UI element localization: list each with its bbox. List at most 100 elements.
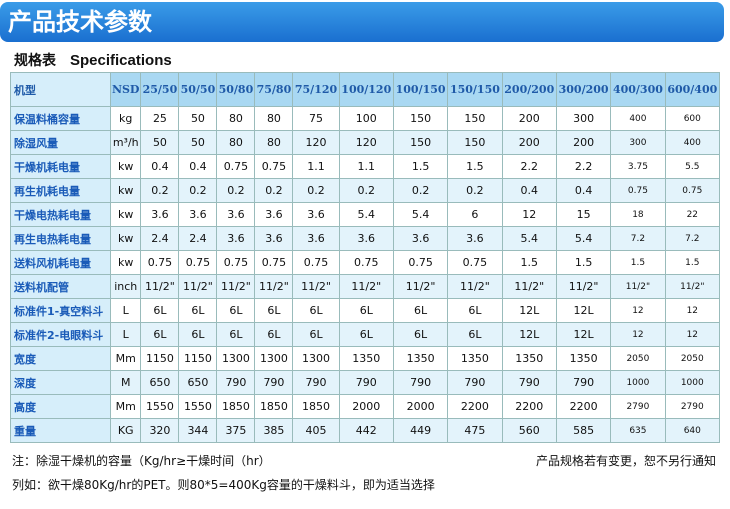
cell: 5.4 (555, 226, 612, 251)
cell: kw (109, 250, 142, 275)
cell: 6L (292, 298, 340, 323)
header-row: 机型 NSD 25/50 50/50 50/80 75/80 75/120 100/120 10… (10, 72, 721, 107)
cell: 6L (254, 322, 294, 347)
cell: 11/2" (292, 274, 340, 299)
cell: 6L (178, 322, 218, 347)
cell: 300 (610, 130, 666, 155)
row: 除湿风量 m³/h 50 50 80 80 120 120 150 150 200 200 300 400 (10, 130, 721, 155)
cell: 1.5 (447, 154, 503, 179)
cell: 11/2" (392, 274, 449, 299)
cell: 11/2" (178, 274, 218, 299)
header-cell: 400/300 (610, 72, 666, 107)
cell: 650 (178, 370, 218, 395)
cell: 3.6 (338, 226, 394, 251)
row-label: 深度 (10, 370, 111, 395)
cell: inch (109, 274, 142, 299)
cell: 585 (555, 418, 612, 443)
cell: 385 (254, 418, 294, 443)
cell: 0.2 (178, 178, 218, 203)
subtitle-en: Specifications (70, 52, 172, 69)
subtitle: 规格表 Specifications (14, 50, 172, 70)
cell: Mm (109, 346, 142, 371)
cell: 11/2" (610, 274, 666, 299)
cell: 1.5 (392, 154, 449, 179)
header-cell: NSD (109, 72, 142, 107)
cell: 11/2" (664, 274, 721, 299)
cell: 0.2 (216, 178, 256, 203)
cell: L (109, 322, 142, 347)
cell: 640 (664, 418, 721, 443)
cell: 2.4 (140, 226, 180, 251)
row: 保温料桶容量 kg 25 50 80 80 75 100 150 150 200 300 400 600 (10, 106, 721, 131)
cell: 80 (254, 130, 294, 155)
cell: 0.4 (501, 178, 557, 203)
cell: 1350 (338, 346, 394, 371)
header-cell: 75/120 (292, 72, 340, 107)
cell: 1550 (140, 394, 180, 419)
cell: 80 (254, 106, 294, 131)
cell: 6L (338, 322, 394, 347)
cell: 3.6 (254, 226, 294, 251)
header-cell: 600/400 (664, 72, 721, 107)
cell: 50 (178, 106, 218, 131)
cell: 75 (292, 106, 340, 131)
row: 标准件1-真空料斗 L 6L 6L 6L 6L 6L 6L 6L 6L 12L 12L 12 12 (10, 298, 721, 323)
cell: 150 (447, 130, 503, 155)
cell: kw (109, 178, 142, 203)
cell: 2200 (501, 394, 557, 419)
cell: 1300 (254, 346, 294, 371)
cell: 0.75 (292, 250, 340, 275)
row: 宽度 Mm 1150 1150 1300 1300 1300 1350 1350 1350 1350… (10, 346, 721, 371)
cell: 3.6 (292, 226, 340, 251)
cell: 790 (555, 370, 612, 395)
cell: 600 (664, 106, 721, 131)
header-cell: 150/150 (447, 72, 503, 107)
cell: 1350 (447, 346, 503, 371)
header-cell: 200/200 (501, 72, 557, 107)
cell: 6L (216, 298, 256, 323)
cell: 0.2 (392, 178, 449, 203)
cell: 300 (555, 106, 612, 131)
cell: 0.2 (338, 178, 394, 203)
cell: 635 (610, 418, 666, 443)
row-label: 干燥机耗电量 (10, 154, 111, 179)
cell: 790 (338, 370, 394, 395)
header-cell: 50/80 (216, 72, 256, 107)
cell: 100 (338, 106, 394, 131)
cell: 1850 (216, 394, 256, 419)
cell: 1850 (254, 394, 294, 419)
cell: 12 (664, 322, 721, 347)
cell: 6L (392, 298, 449, 323)
cell: 1.1 (338, 154, 394, 179)
cell: 12L (501, 322, 557, 347)
row: 深度 M 650 650 790 790 790 790 790 790 790 790 1000 100… (10, 370, 721, 395)
row-label: 宽度 (10, 346, 111, 371)
cell: 2000 (392, 394, 449, 419)
cell: 1000 (610, 370, 666, 395)
cell: 150 (392, 106, 449, 131)
cell: 7.2 (664, 226, 721, 251)
cell: 0.2 (254, 178, 294, 203)
cell: 3.6 (254, 202, 294, 227)
cell: 6L (338, 298, 394, 323)
cell: 2790 (664, 394, 721, 419)
cell: 1300 (292, 346, 340, 371)
row: 干燥电热耗电量 kw 3.6 3.6 3.6 3.6 3.6 5.4 5.4 6 12 15 18 22 (10, 202, 721, 227)
cell: 50 (178, 130, 218, 155)
cell: 11/2" (140, 274, 180, 299)
cell: kw (109, 154, 142, 179)
cell: 405 (292, 418, 340, 443)
cell: 120 (338, 130, 394, 155)
cell: 12 (610, 322, 666, 347)
cell: 6 (447, 202, 503, 227)
row-label: 送料风机耗电量 (10, 250, 111, 275)
subtitle-cn: 规格表 (14, 53, 56, 69)
cell: 7.2 (610, 226, 666, 251)
cell: 1.5 (555, 250, 612, 275)
cell: 3.6 (447, 226, 503, 251)
header-cell: 50/50 (178, 72, 218, 107)
cell: 560 (501, 418, 557, 443)
cell: 2200 (447, 394, 503, 419)
row: 标准件2-电眼料斗 L 6L 6L 6L 6L 6L 6L 6L 6L 12L 12L 12 12 (10, 322, 721, 347)
